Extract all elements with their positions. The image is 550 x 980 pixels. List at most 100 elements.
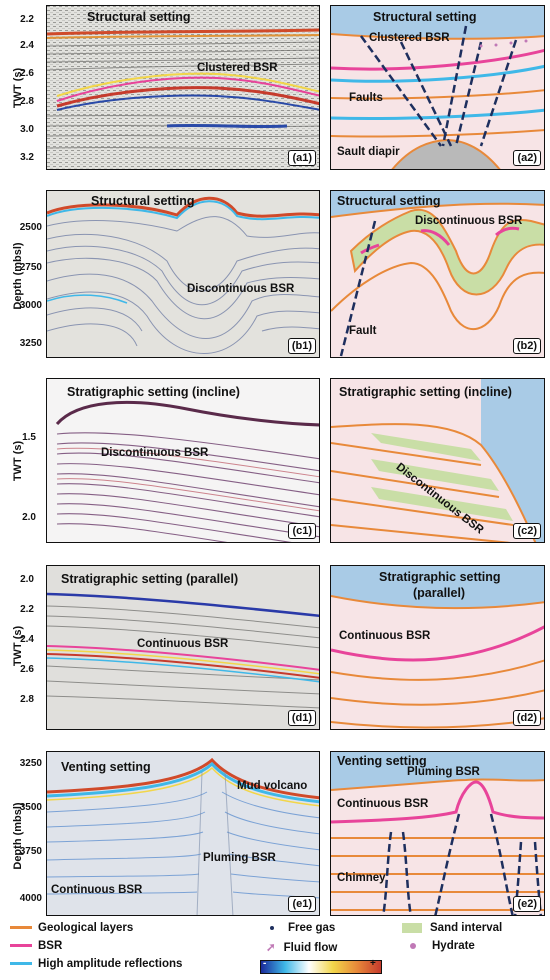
- annotation: Continuous BSR: [137, 638, 229, 650]
- tick: 2.2: [20, 604, 34, 615]
- annotation: Sault diapir: [337, 146, 400, 158]
- schematic-c2: [331, 379, 544, 542]
- tick: 3250: [19, 758, 42, 769]
- panel-label: (c1): [288, 523, 316, 539]
- tick: 2.0: [22, 512, 36, 523]
- seismic-a1: [47, 6, 319, 169]
- axis-label-a1: TWT (s): [12, 67, 24, 109]
- panel-title: Stratigraphic setting (incline): [339, 385, 512, 399]
- panel-b2: Structural setting Discontinuous BSR Fau…: [330, 190, 545, 358]
- panel-a2: Structural setting Clustered BSR Faults …: [330, 5, 545, 170]
- legend-swatch: [10, 962, 32, 966]
- tick: 1.5: [22, 432, 36, 443]
- panel-title: Venting setting: [337, 754, 427, 768]
- panel-label: (d1): [287, 710, 316, 726]
- legend-label: BSR: [38, 940, 63, 952]
- annotation: Clustered BSR: [197, 62, 278, 74]
- tick: 2.8: [20, 96, 34, 107]
- panel-title-2: (parallel): [413, 586, 466, 600]
- schematic-d2: [331, 566, 544, 729]
- tick: 2.6: [20, 68, 34, 79]
- annotation: Discontinuous BSR: [187, 283, 295, 295]
- panel-label: (b2): [512, 338, 541, 354]
- legend-swatch: [10, 944, 32, 948]
- tick: 3.2: [20, 152, 34, 163]
- legend-gas: Free gas: [270, 922, 335, 934]
- legend-sand: Sand interval: [402, 922, 502, 934]
- legend-bsr: BSR: [10, 940, 62, 952]
- tick: 2.0: [20, 574, 34, 585]
- legend-label: Geological layers: [38, 922, 134, 934]
- annotation: Continuous BSR: [337, 798, 429, 810]
- legend-swatch: [10, 926, 32, 930]
- hydrate-dot-icon: [410, 942, 416, 949]
- panel-e1: Venting setting Mud volcano Continuous B…: [46, 751, 320, 916]
- tick: 2.6: [20, 664, 34, 675]
- panel-label: (a1): [288, 150, 316, 166]
- tick: 3250: [19, 338, 42, 349]
- annotation: Clustered BSR: [369, 32, 450, 44]
- tick: 2750: [19, 262, 42, 273]
- panel-label: (b1): [287, 338, 316, 354]
- panel-e2: Venting setting Pluming BSR Continuous B…: [330, 751, 545, 916]
- annotation: Continuous BSR: [339, 630, 431, 642]
- annotation: Continuous BSR: [51, 884, 143, 896]
- panel-title: Structural setting: [337, 194, 441, 208]
- panel-c2: Stratigraphic setting (incline) Disconti…: [330, 378, 545, 543]
- panel-title: Structural setting: [373, 10, 477, 24]
- colorbar-plus: +: [370, 958, 376, 969]
- legend-label: Hydrate: [432, 940, 475, 952]
- panel-label: (c2): [513, 523, 541, 539]
- legend-label: Free gas: [288, 922, 336, 934]
- panel-label: (d2): [512, 710, 541, 726]
- tick: 3750: [19, 846, 42, 857]
- sand-swatch: [402, 922, 422, 933]
- colorbar-minus: -: [263, 958, 267, 969]
- seismic-e1: [47, 752, 319, 915]
- panel-a1: Structural setting Clustered BSR (a1): [46, 5, 320, 170]
- tick: 2.2: [20, 14, 34, 25]
- tick: 3500: [19, 802, 42, 813]
- seismic-d1: [47, 566, 319, 729]
- annotation: Fault: [349, 325, 377, 337]
- tick: 2.4: [20, 40, 34, 51]
- schematic-a2: [331, 6, 544, 169]
- panel-title: Stratigraphic setting (incline): [67, 385, 240, 399]
- legend-geo: Geological layers: [10, 922, 133, 934]
- panel-title: Structural setting: [91, 194, 195, 208]
- gas-dot-icon: [270, 925, 274, 930]
- panel-label: (e1): [288, 896, 316, 912]
- panel-b1: Structural setting Discontinuous BSR (b1…: [46, 190, 320, 358]
- legend-label: Fluid flow: [283, 942, 338, 954]
- annotation: Pluming BSR: [407, 766, 480, 778]
- legend-hydrate: Hydrate: [410, 940, 475, 952]
- tick: 2500: [19, 222, 42, 233]
- tick: 4000: [19, 893, 42, 904]
- panel-label: (e2): [513, 896, 541, 912]
- fluid-arrow-icon: ➚: [266, 942, 276, 954]
- panel-title: Venting setting: [61, 760, 151, 774]
- legend-hamp: High amplitude reflections: [10, 958, 182, 970]
- tick: 3000: [19, 300, 42, 311]
- tick: 2.8: [20, 694, 34, 705]
- legend-label: High amplitude reflections: [38, 958, 183, 970]
- legend-fluid: ➚ Fluid flow: [266, 940, 337, 954]
- legend-label: Sand interval: [430, 922, 503, 934]
- annotation: Chimney: [337, 872, 386, 884]
- colorbar: [260, 960, 382, 974]
- annotation: Faults: [349, 92, 383, 104]
- panel-d2: Stratigraphic setting (parallel) Continu…: [330, 565, 545, 730]
- annotation: Mud volcano: [237, 780, 308, 792]
- panel-d1: Stratigraphic setting (parallel) Continu…: [46, 565, 320, 730]
- panel-c1: Stratigraphic setting (incline) Disconti…: [46, 378, 320, 543]
- annotation: Discontinuous BSR: [101, 447, 209, 459]
- panel-title: Structural setting: [87, 10, 191, 24]
- panel-title: Stratigraphic setting (parallel): [61, 572, 239, 586]
- tick: 3.0: [20, 124, 34, 135]
- annotation: Pluming BSR: [203, 852, 276, 864]
- seismic-c1: [47, 379, 319, 542]
- tick: 2.4: [20, 634, 34, 645]
- panel-title: Stratigraphic setting: [379, 570, 501, 584]
- annotation: Discontinuous BSR: [415, 215, 523, 227]
- schematic-b2: [331, 191, 544, 357]
